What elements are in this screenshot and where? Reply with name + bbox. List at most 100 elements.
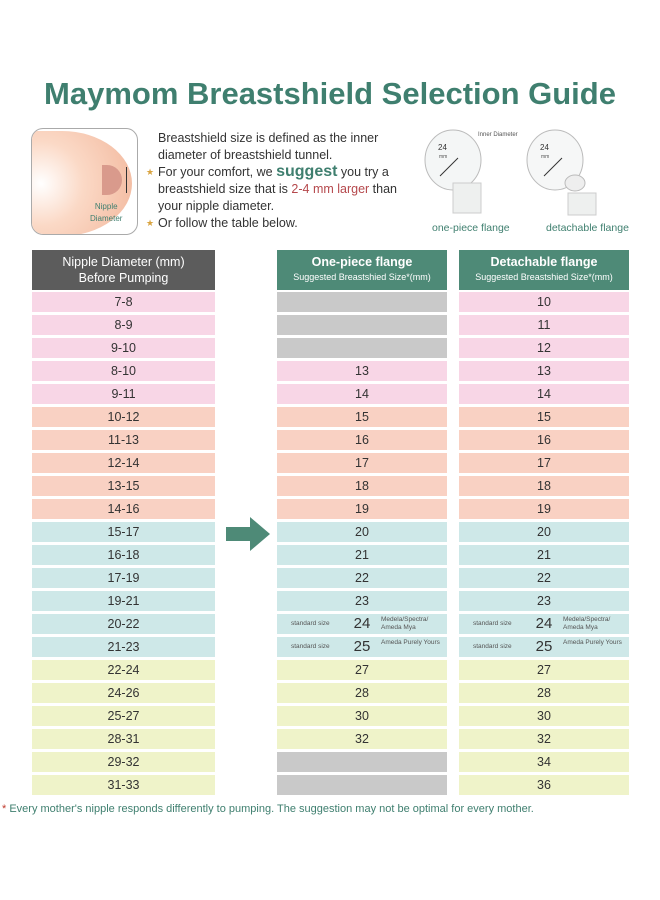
one-piece-size-cell: 15 (277, 407, 447, 427)
cell-value: 8-9 (114, 318, 133, 332)
cell-value: 19-21 (107, 594, 140, 608)
footnote: * Every mother's nipple responds differe… (2, 803, 534, 815)
cell-value: 25 (353, 638, 371, 655)
cell-value: 11 (537, 318, 551, 332)
cell-value: 13-15 (107, 479, 140, 493)
header-line1: One-piece flange (311, 255, 413, 269)
brand-label: Ameda Purely Yours (381, 639, 440, 646)
nipple-diameter-cell: 9-10 (32, 338, 215, 358)
cell-value: 19 (355, 502, 369, 516)
detachable-caption: detachable flange (546, 222, 629, 234)
one-piece-size-cell: 28 (277, 683, 447, 703)
cell-value: 10 (537, 295, 551, 309)
nipple-diameter-cell: 20-22 (32, 614, 215, 634)
detachable-size-cell: 11 (459, 315, 629, 335)
nipple-diameter-cell: 29-32 (32, 752, 215, 772)
cell-value: 11-13 (107, 433, 140, 447)
cell-value: 34 (537, 755, 551, 769)
one-piece-caption: one-piece flange (432, 222, 510, 234)
cell-value: 25 (535, 638, 553, 655)
cell-value: 12 (537, 341, 551, 355)
measure-arrow-icon (126, 167, 127, 193)
one-piece-size-cell: 20 (277, 522, 447, 542)
detachable-size-cell: 13 (459, 361, 629, 381)
nipple-diameter-cell: 7-8 (32, 292, 215, 312)
cell-value: 14 (537, 387, 551, 401)
cell-value: 24-26 (107, 686, 140, 700)
detachable-size-cell: 27 (459, 660, 629, 680)
header-line1: Detachable flange (490, 255, 598, 269)
one-piece-size-cell: 23 (277, 591, 447, 611)
cell-value: 31-33 (107, 778, 140, 792)
cell-value: 16 (537, 433, 551, 447)
cell-value: 32 (537, 732, 551, 746)
cell-value: 14 (355, 387, 369, 401)
detachable-size-cell: 19 (459, 499, 629, 519)
one-piece-size-cell (277, 292, 447, 312)
nipple-diameter-cell: 13-15 (32, 476, 215, 496)
cell-value: 24 (353, 615, 371, 632)
nipple-diameter-cell: 22-24 (32, 660, 215, 680)
cell-value: 28 (537, 686, 551, 700)
one-piece-size-cell: 18 (277, 476, 447, 496)
cell-value: 21-23 (107, 640, 140, 654)
nipple-diameter-cell: 31-33 (32, 775, 215, 795)
detachable-size-cell: 15 (459, 407, 629, 427)
one-piece-size-cell: 21 (277, 545, 447, 565)
one-piece-size-cell: 32 (277, 729, 447, 749)
cell-value: 18 (355, 479, 369, 493)
one-piece-size-cell: 17 (277, 453, 447, 473)
nipple-diameter-cell: 10-12 (32, 407, 215, 427)
brand-label: Medela/Spectra/ Ameda Mya (381, 616, 429, 631)
header-line1: Nipple Diameter (mm) (62, 255, 185, 269)
nipple-label: Nipple (94, 202, 118, 211)
cell-value: 27 (355, 663, 369, 677)
one-piece-size-cell: 13 (277, 361, 447, 381)
cell-value: 12-14 (107, 456, 140, 470)
page-title: Maymom Breastshield Selection Guide (44, 76, 616, 111)
nipple-diameter-cell: 24-26 (32, 683, 215, 703)
cell-value: 27 (537, 663, 551, 677)
one-piece-size-cell (277, 752, 447, 772)
one-piece-size-cell (277, 315, 447, 335)
cell-value: 28-31 (107, 732, 140, 746)
nipple-diameter-cell: 17-19 (32, 568, 215, 588)
standard-size-label: standard size (291, 643, 330, 650)
cell-value: 15-17 (107, 525, 140, 539)
suggestion-text: ★ For your comfort, we suggest you try a … (146, 163, 398, 214)
star-icon: ★ (146, 218, 155, 228)
one-piece-flange-image: 24 mm Inner Diameter (424, 129, 518, 214)
detachable-size-cell: 28 (459, 683, 629, 703)
detachable-size-cell: 22 (459, 568, 629, 588)
one-piece-size-cell: 16 (277, 430, 447, 450)
nipple-diameter-cell: 21-23 (32, 637, 215, 657)
cell-value: 28 (355, 686, 369, 700)
nipple-diameter-cell: 15-17 (32, 522, 215, 542)
unit-label: mm (541, 154, 549, 160)
standard-size-label: standard size (473, 643, 512, 650)
star-icon: ★ (146, 167, 155, 177)
nipple-diameter-cell: 25-27 (32, 706, 215, 726)
cell-value: 13 (537, 364, 551, 378)
cell-value: 22 (537, 571, 551, 585)
cell-value: 21 (537, 548, 551, 562)
one-piece-size-cell: 25 standard size Ameda Purely Yours (277, 637, 447, 657)
description: Breastshield size is defined as the inne… (146, 130, 408, 232)
cell-value: 23 (537, 594, 551, 608)
cell-value: 20 (537, 525, 551, 539)
header-line2: Suggested Breastshied Size*(mm) (475, 272, 613, 282)
cell-value: 22 (355, 571, 369, 585)
cell-value: 17 (537, 456, 551, 470)
cell-value: 20 (355, 525, 369, 539)
detachable-size-cell: 25 standard size Ameda Purely Yours (459, 637, 629, 657)
nipple-diameter-cell: 16-18 (32, 545, 215, 565)
definition-text: Breastshield size is defined as the inne… (158, 131, 379, 162)
diameter-label: Diameter (90, 214, 123, 223)
cell-value: 14-16 (107, 502, 140, 516)
cell-value: 19 (537, 502, 551, 516)
cell-value: 29-32 (107, 755, 140, 769)
cell-value: 10-12 (107, 410, 140, 424)
nipple-diameter-cell: 14-16 (32, 499, 215, 519)
one-piece-size-cell: 14 (277, 384, 447, 404)
one-piece-size-cell: 27 (277, 660, 447, 680)
